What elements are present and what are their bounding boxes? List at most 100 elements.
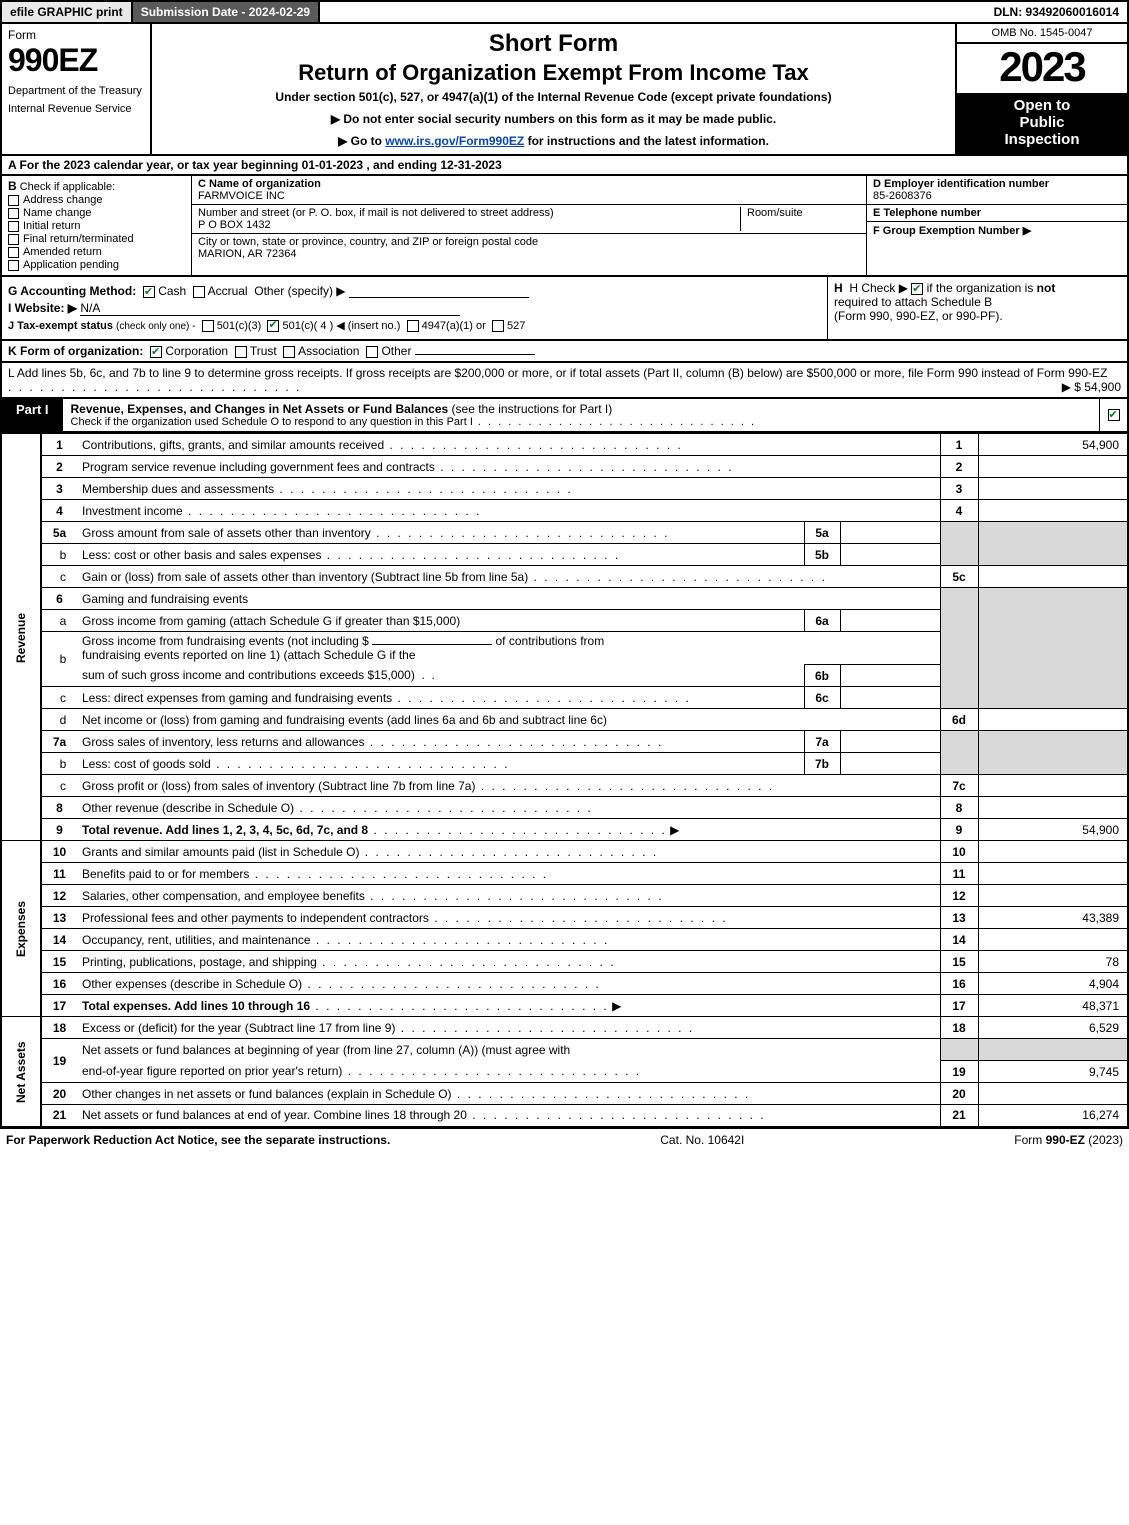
ln-6c: c [41, 687, 77, 709]
ln-19-desc2: end-of-year figure reported on prior yea… [82, 1064, 342, 1078]
line-15: 15 Printing, publications, postage, and … [1, 951, 1128, 973]
side-label-expenses: Expenses [1, 841, 41, 1017]
chk-name-change[interactable]: Name change [8, 207, 185, 219]
line-16: 16 Other expenses (describe in Schedule … [1, 973, 1128, 995]
ln-21: 21 [41, 1105, 77, 1127]
h-text-pre: H Check ▶ [849, 281, 911, 295]
ln-9-val: 54,900 [978, 819, 1128, 841]
footer-paperwork: For Paperwork Reduction Act Notice, see … [6, 1133, 390, 1147]
part-1-schedule-o-check[interactable] [1099, 399, 1127, 431]
chk-trust[interactable] [235, 346, 247, 358]
gh-block: G Accounting Method: Cash Accrual Other … [0, 277, 1129, 341]
chk-address-change[interactable]: Address change [8, 194, 185, 206]
section-b-text: Check if applicable: [20, 181, 115, 193]
part-1-check-line: Check if the organization used Schedule … [71, 416, 473, 428]
other-specify-input[interactable] [349, 284, 529, 298]
ln-9-num: 9 [940, 819, 978, 841]
ln-5c-val [978, 566, 1128, 588]
ln-14-val [978, 929, 1128, 951]
ln-8: 8 [41, 797, 77, 819]
chk-final-return[interactable]: Final return/terminated [8, 233, 185, 245]
ln-5b-desc: Less: cost or other basis and sales expe… [82, 548, 321, 562]
other-specify-label: Other (specify) ▶ [254, 284, 345, 298]
ln-7a-mini-val [840, 731, 940, 753]
section-def: D Employer identification number 85-2608… [867, 176, 1127, 275]
footer-form-bold: 990-EZ [1046, 1133, 1085, 1147]
ln-3-desc: Membership dues and assessments [82, 482, 274, 496]
accrual-label: Accrual [208, 284, 248, 298]
ln-19: 19 [41, 1039, 77, 1083]
inspection-line1: Open to [1014, 97, 1071, 114]
section-g: G Accounting Method: Cash Accrual Other … [8, 284, 821, 298]
ln-14-desc: Occupancy, rent, utilities, and maintena… [82, 933, 311, 947]
chk-4947[interactable] [407, 320, 419, 332]
chk-application-pending[interactable]: Application pending [8, 259, 185, 271]
ln-1: 1 [41, 434, 77, 456]
line-11: 11 Benefits paid to or for members 11 [1, 863, 1128, 885]
open-to-public-inspection: Open to Public Inspection [957, 93, 1127, 154]
ln-16-val: 4,904 [978, 973, 1128, 995]
shade-6-val [978, 588, 1128, 709]
opt-501c: 501(c)( 4 ) ◀ (insert no.) [283, 320, 401, 332]
section-e: E Telephone number [867, 205, 1127, 222]
irs-link[interactable]: www.irs.gov/Form990EZ [385, 134, 524, 148]
ln-3: 3 [41, 478, 77, 500]
opt-other-org: Other [381, 344, 411, 358]
side-label-revenue: Revenue [1, 434, 41, 841]
efile-print-label[interactable]: efile GRAPHIC print [2, 2, 133, 22]
shade-5ab [940, 522, 978, 566]
opt-trust: Trust [250, 344, 277, 358]
chk-cash[interactable] [143, 286, 155, 298]
ln-18-desc: Excess or (deficit) for the year (Subtra… [82, 1021, 395, 1035]
ln-5a-desc: Gross amount from sale of assets other t… [82, 526, 371, 540]
city-label: City or town, state or province, country… [198, 236, 538, 248]
ln-7b-desc: Less: cost of goods sold [82, 757, 211, 771]
ln-8-val [978, 797, 1128, 819]
line-19b: end-of-year figure reported on prior yea… [1, 1061, 1128, 1083]
line-3: 3 Membership dues and assessments 3 [1, 478, 1128, 500]
section-g-label: G Accounting Method: [8, 284, 136, 298]
ln-19-desc1: Net assets or fund balances at beginning… [77, 1039, 940, 1061]
shade-5ab-val [978, 522, 1128, 566]
chk-accrual[interactable] [193, 286, 205, 298]
chk-schedule-b-not-required[interactable] [911, 283, 923, 295]
other-org-input[interactable] [415, 354, 535, 355]
line-21: 21 Net assets or fund balances at end of… [1, 1105, 1128, 1127]
ln-4-num: 4 [940, 500, 978, 522]
ln-2-val [978, 456, 1128, 478]
chk-initial-return[interactable]: Initial return [8, 220, 185, 232]
line-12: 12 Salaries, other compensation, and emp… [1, 885, 1128, 907]
ln-13: 13 [41, 907, 77, 929]
ln-12-val [978, 885, 1128, 907]
part-1-title-text: Revenue, Expenses, and Changes in Net As… [71, 402, 449, 416]
section-c: C Name of organization FARMVOICE INC Num… [192, 176, 867, 275]
section-k-label: K Form of organization: [8, 344, 143, 358]
bullet-goto-pre: ▶ Go to [338, 134, 385, 148]
ln-2-desc: Program service revenue including govern… [82, 460, 435, 474]
section-j-sub: (check only one) - [116, 321, 195, 332]
ln-6b-blank[interactable] [372, 644, 492, 645]
shade-6 [940, 588, 978, 709]
gh-left: G Accounting Method: Cash Accrual Other … [2, 277, 827, 339]
chk-amended-return[interactable]: Amended return [8, 246, 185, 258]
ln-6d-num: 6d [940, 709, 978, 731]
line-13: 13 Professional fees and other payments … [1, 907, 1128, 929]
line-5c: c Gain or (loss) from sale of assets oth… [1, 566, 1128, 588]
chk-association[interactable] [283, 346, 295, 358]
chk-corporation[interactable] [150, 346, 162, 358]
ln-5c-desc: Gain or (loss) from sale of assets other… [82, 570, 528, 584]
chk-other-org[interactable] [366, 346, 378, 358]
ln-20-num: 20 [940, 1083, 978, 1105]
ln-6c-desc: Less: direct expenses from gaming and fu… [82, 691, 392, 705]
telephone-label: E Telephone number [873, 207, 981, 219]
ln-9-desc: Total revenue. Add lines 1, 2, 3, 4, 5c,… [82, 823, 368, 837]
ln-8-desc: Other revenue (describe in Schedule O) [82, 801, 294, 815]
opt-501c3: 501(c)(3) [217, 320, 262, 332]
chk-527[interactable] [492, 320, 504, 332]
chk-501c[interactable] [267, 320, 279, 332]
chk-501c3[interactable] [202, 320, 214, 332]
line-6d: d Net income or (loss) from gaming and f… [1, 709, 1128, 731]
topbar-spacer [320, 2, 985, 22]
ln-21-val: 16,274 [978, 1105, 1128, 1127]
h-line2: required to attach Schedule B [834, 295, 992, 309]
